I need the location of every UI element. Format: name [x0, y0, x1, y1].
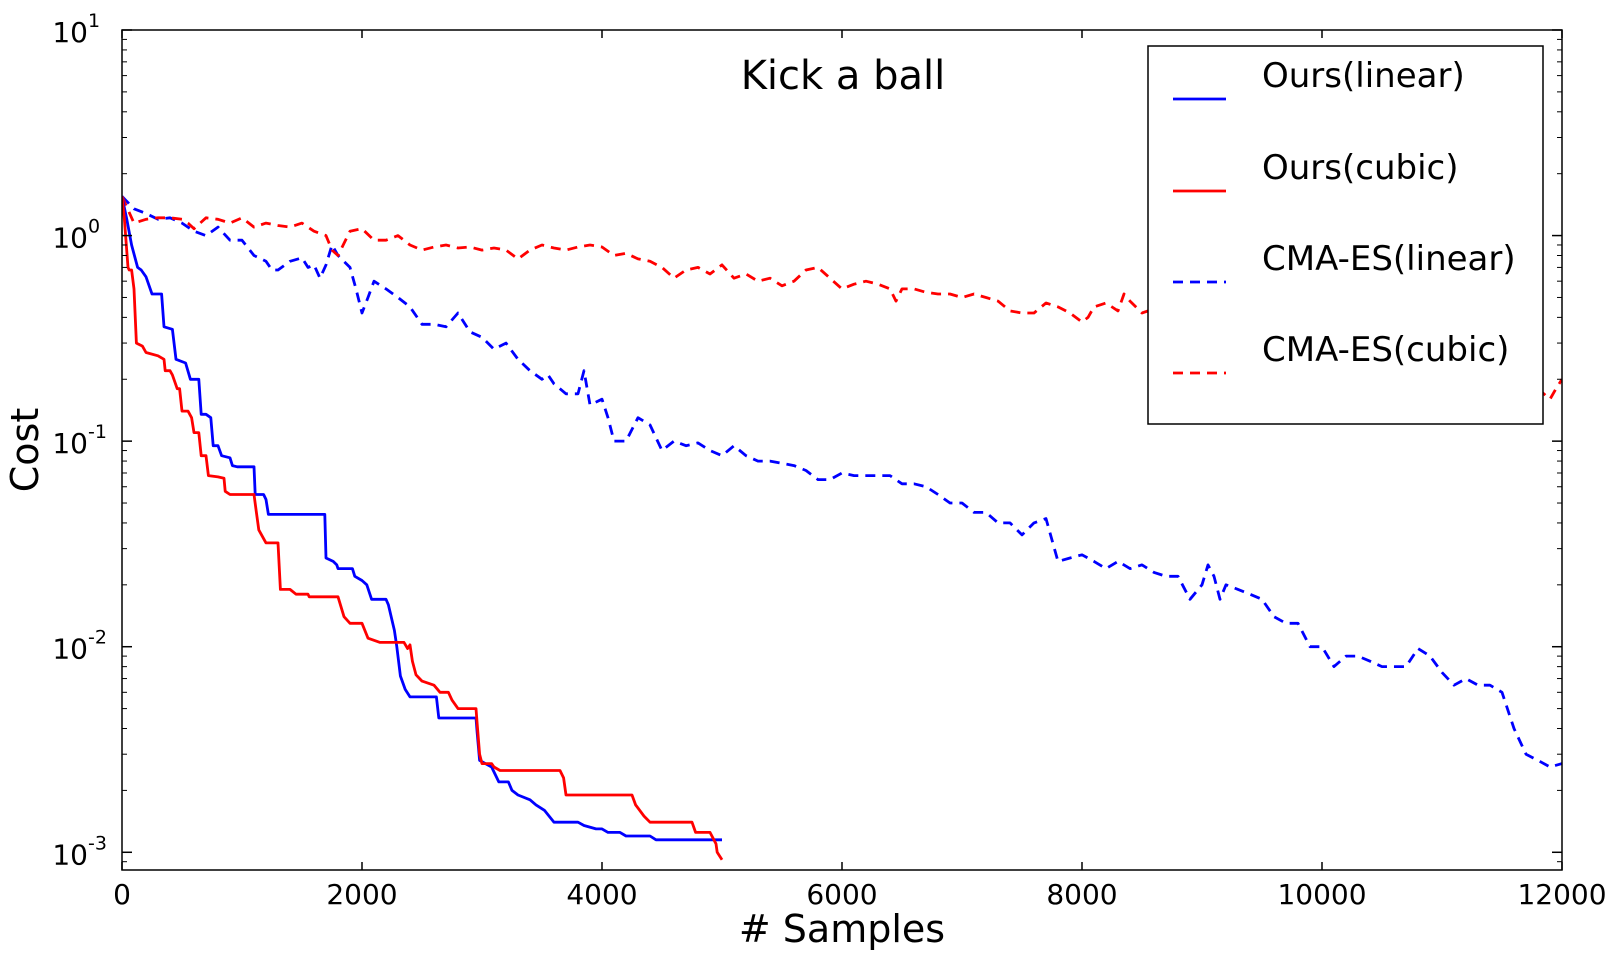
y-tick-label: 10: [52, 633, 88, 666]
y-tick-exponent: -3: [88, 832, 107, 854]
x-axis-label: # Samples: [739, 907, 945, 951]
y-tick-label: 10: [52, 16, 88, 49]
legend-label: CMA-ES(cubic): [1262, 330, 1509, 370]
y-tick-exponent: 1: [88, 10, 100, 32]
legend-label: Ours(linear): [1262, 56, 1465, 96]
legend-label: CMA-ES(linear): [1262, 239, 1516, 279]
chart-title: Kick a ball: [741, 53, 946, 99]
legend-item-cma-es-cubic: CMA-ES(cubic): [1173, 330, 1509, 375]
x-tick-label: 10000: [1277, 878, 1366, 911]
series-layer: [122, 195, 1562, 861]
x-tick-label: 2000: [326, 878, 397, 911]
y-tick-exponent: -1: [88, 421, 107, 443]
y-tick-exponent: 0: [88, 216, 100, 238]
x-tick-label: 6000: [806, 878, 877, 911]
y-tick-exponent: -2: [88, 627, 107, 649]
legend: Ours(linear) Ours(cubic) CMA-ES(linear) CMA…: [1147, 45, 1544, 425]
legend-label: Ours(cubic): [1262, 148, 1459, 188]
y-tick-label: 10: [52, 427, 88, 460]
x-tick-label: 12000: [1517, 878, 1606, 911]
ours-cubic-line: [122, 196, 724, 861]
x-tick-label: 8000: [1046, 878, 1117, 911]
x-tick-label: 4000: [566, 878, 637, 911]
legend-item-ours-linear: Ours(linear): [1173, 56, 1465, 101]
legend-item-cma-es-linear: CMA-ES(linear): [1173, 239, 1516, 284]
y-tick-label: 10: [52, 838, 88, 871]
ours-linear-line: [122, 196, 722, 842]
x-tick-label: 0: [113, 878, 131, 911]
legend-box: [1147, 45, 1544, 425]
legend-item-ours-cubic: Ours(cubic): [1173, 148, 1459, 193]
y-tick-label: 10: [52, 222, 88, 255]
legend-items: Ours(linear) Ours(cubic) CMA-ES(linear) CMA…: [1173, 56, 1516, 375]
y-axis-label: Cost: [3, 408, 47, 492]
